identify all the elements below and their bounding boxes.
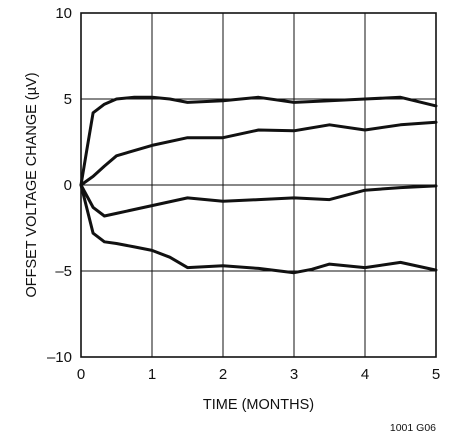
y-tick-label: 0 [64, 177, 72, 194]
grid [81, 13, 436, 357]
x-axis-label: TIME (MONTHS) [203, 397, 314, 413]
y-axis-label: OFFSET VOLTAGE CHANGE (µV) [24, 72, 40, 297]
x-tick-label: 0 [77, 366, 85, 383]
y-tick-label: –10 [47, 349, 72, 366]
x-tick-label: 1 [148, 366, 156, 383]
y-tick-labels: 10 5 0 –5 –10 [47, 5, 72, 366]
series-line-4 [79, 183, 438, 275]
figure-code: 1001 G06 [390, 422, 436, 434]
series-line-2 [79, 120, 438, 187]
x-tick-labels: 0 1 2 3 4 5 [77, 366, 440, 383]
series-line-1 [79, 95, 438, 187]
x-tick-label: 3 [290, 366, 298, 383]
series-line-3 [79, 183, 438, 218]
y-tick-label: –5 [55, 263, 72, 280]
y-tick-label: 5 [64, 91, 72, 108]
x-tick-label: 2 [219, 366, 227, 383]
y-tick-label: 10 [55, 5, 72, 22]
x-tick-label: 5 [432, 366, 440, 383]
series-group [79, 95, 438, 275]
x-tick-label: 4 [361, 366, 369, 383]
